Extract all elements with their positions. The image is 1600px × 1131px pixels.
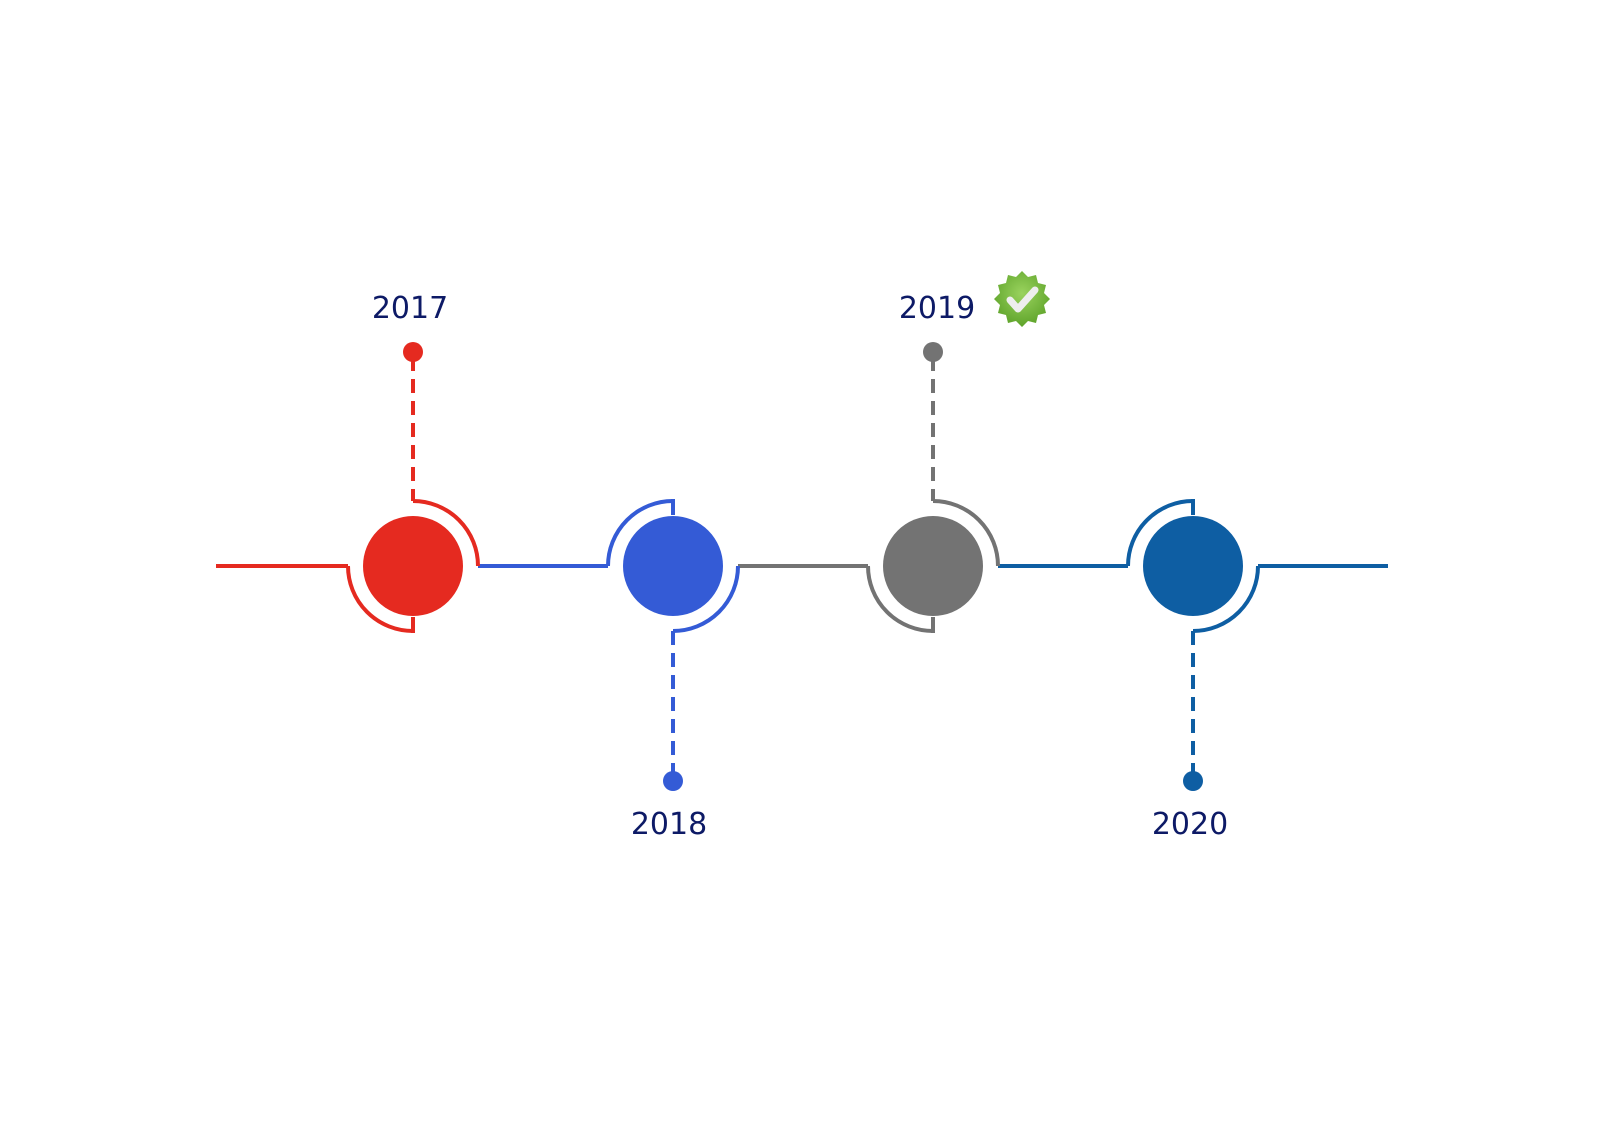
milestone-arc-top (932, 499, 1000, 567)
milestone-arc-top (412, 499, 480, 567)
milestone-2017: 2017 (346, 291, 480, 633)
milestone-stem-dot (403, 342, 423, 362)
milestone-node (883, 516, 983, 616)
milestone-arc-bottom (866, 565, 934, 633)
milestone-stem-dot (1183, 771, 1203, 791)
milestone-year-label: 2019 (899, 291, 975, 326)
check-badge-icon (994, 271, 1050, 327)
milestone-year-label: 2018 (631, 807, 707, 842)
badge-check (1006, 286, 1039, 313)
milestone-node (623, 516, 723, 616)
milestone-year-label: 2020 (1152, 807, 1228, 842)
milestone-stem-dot (663, 771, 683, 791)
milestone-arc-top (1126, 499, 1194, 567)
milestone-arc-bottom (1192, 565, 1260, 633)
milestone-2020: 2020 (1126, 499, 1260, 842)
badge-burst (994, 271, 1050, 327)
milestone-arc-bottom (346, 565, 414, 633)
milestone-year-label: 2017 (372, 291, 448, 326)
milestone-node (1143, 516, 1243, 616)
milestone-arc-top (606, 499, 674, 567)
milestone-arc-bottom (672, 565, 740, 633)
milestone-node (363, 516, 463, 616)
milestone-2018: 2018 (606, 499, 740, 842)
milestone-stem-dot (923, 342, 943, 362)
milestone-2019: 2019 (866, 271, 1050, 633)
